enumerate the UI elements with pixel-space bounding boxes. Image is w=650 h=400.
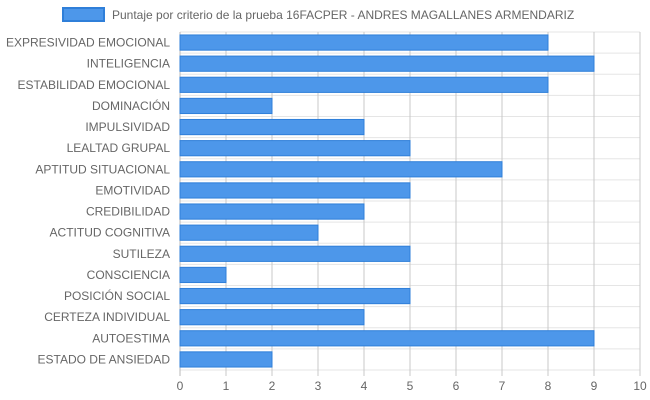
category-label: ESTABILIDAD EMOCIONAL [18,78,171,92]
bar[interactable] [179,182,411,199]
bar[interactable] [179,161,503,178]
category-label: ACTITUD COGNITIVA [50,226,170,240]
bar[interactable] [179,245,411,262]
bar[interactable] [179,76,549,93]
category-label: IMPULSIVIDAD [85,120,170,134]
bar[interactable] [179,287,411,305]
bar[interactable] [179,309,365,326]
bar[interactable] [179,34,549,51]
bars [179,34,595,368]
x-tick-label: 4 [361,379,368,393]
x-axis-tick-labels: 0 1 2 3 4 5 6 7 8 9 10 [177,379,647,393]
category-label: SUTILEZA [113,247,170,261]
category-labels: EXPRESIVIDAD EMOCIONAL INTELIGENCIA ESTABI… [6,36,170,367]
x-tick-label: 5 [407,379,414,393]
category-label: INTELIGENCIA [87,57,170,71]
legend-label: Puntaje por criterio de la prueba 16FACP… [112,8,574,22]
category-label: APTITUD SITUACIONAL [35,162,170,176]
bar[interactable] [179,140,411,157]
category-label: POSICIÓN SOCIAL [64,288,170,303]
category-label: CERTEZA INDIVIDUAL [44,310,170,324]
x-tick-label: 8 [545,379,552,393]
bar[interactable] [179,55,595,72]
bar[interactable] [179,266,227,284]
bar[interactable] [179,330,595,347]
x-tick-label: 1 [223,379,230,393]
bar[interactable] [179,224,319,241]
category-label: CONSCIENCIA [87,268,170,282]
x-tick-label: 9 [591,379,598,393]
category-label: LEALTAD GRUPAL [67,141,171,155]
bar[interactable] [179,97,273,115]
category-label: DOMINACIÓN [92,98,170,113]
category-label: CREDIBILIDAD [86,205,170,219]
legend[interactable]: Puntaje por criterio de la prueba 16FACP… [62,7,574,22]
x-tick-label: 7 [499,379,506,393]
category-label: AUTOESTIMA [92,331,170,345]
category-label: EMOTIVIDAD [95,183,170,197]
x-tick-label: 0 [177,379,184,393]
x-tick-label: 2 [269,379,276,393]
bar[interactable] [179,118,365,136]
x-tick-label: 6 [453,379,460,393]
x-tick-label: 3 [315,379,322,393]
bar[interactable] [179,203,365,220]
category-label: ESTADO DE ANSIEDAD [38,352,171,366]
legend-swatch [62,7,105,22]
bar[interactable] [179,351,273,368]
x-tick-label: 10 [633,379,647,393]
category-label: EXPRESIVIDAD EMOCIONAL [6,36,170,50]
